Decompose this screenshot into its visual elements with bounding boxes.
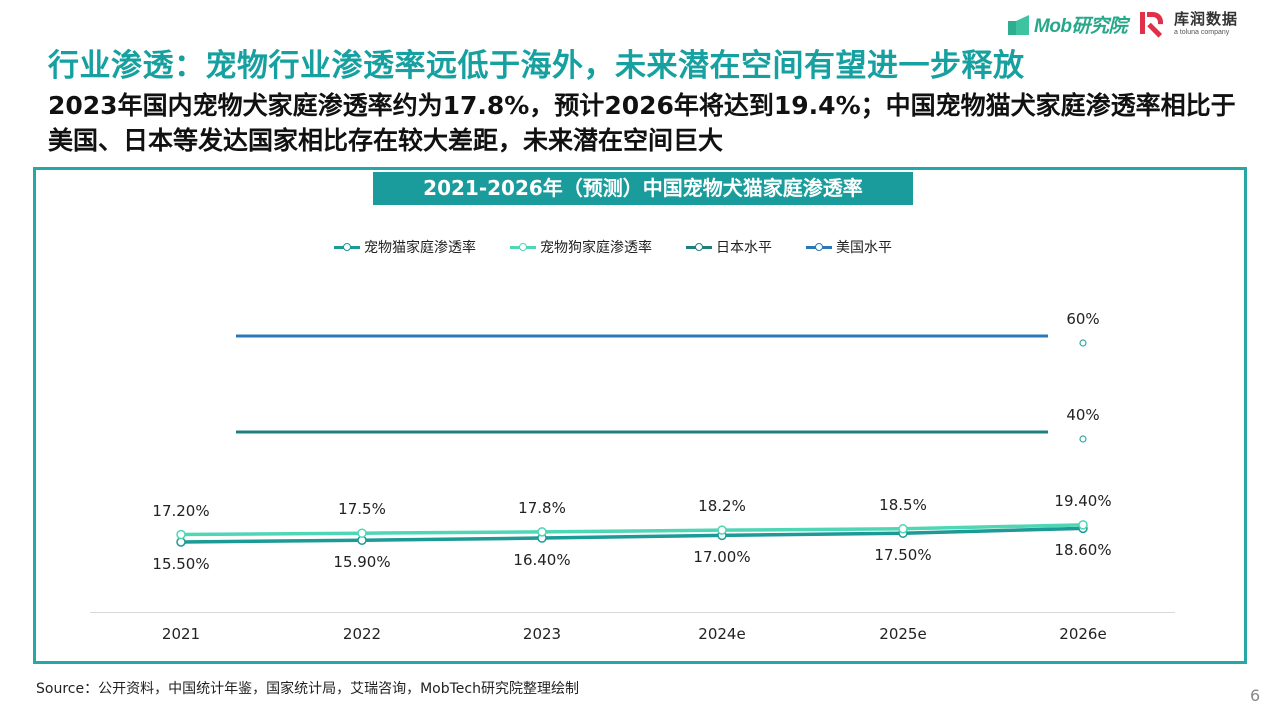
dog-value-label: 18.2%	[698, 497, 746, 516]
mob-logo-text: Mob研究院	[1034, 15, 1128, 37]
dog-value-label: 17.8%	[518, 498, 566, 517]
legend-label: 宠物狗家庭渗透率	[540, 240, 652, 256]
kr-logo-name: 库润数据	[1174, 10, 1239, 28]
dog-value-label: 19.40%	[1054, 491, 1112, 510]
cat-value-label: 15.50%	[152, 555, 210, 573]
usa-value-label: 60%	[1066, 310, 1100, 328]
legend-label: 宠物猫家庭渗透率	[364, 240, 476, 256]
page-title: 行业渗透：宠物行业渗透率远低于海外，未来潜在空间有望进一步释放	[48, 48, 1025, 84]
page-subtitle: 2023年国内宠物犬家庭渗透率约为17.8%，预计2026年将达到19.4%；中…	[48, 91, 1236, 155]
mob-logo: Mob研究院	[1008, 10, 1128, 38]
mob-building-icon	[1008, 13, 1030, 35]
logo-area: Mob研究院 库润数据 a toluna company	[1008, 8, 1270, 44]
cat-value-label: 18.60%	[1054, 541, 1112, 560]
x-tick-label: 2025e	[879, 625, 927, 643]
cat-value-label: 16.40%	[513, 551, 571, 570]
legend-item-usa[interactable]: 美国水平	[806, 237, 892, 257]
x-tick-label: 2024e	[698, 625, 746, 643]
legend-item-cat[interactable]: 宠物猫家庭渗透率	[334, 237, 476, 257]
dog-value-label: 17.20%	[152, 501, 210, 520]
kr-logo-sub: a toluna company	[1174, 29, 1230, 36]
japan-value-label: 40%	[1066, 406, 1100, 424]
legend-item-dog[interactable]: 宠物狗家庭渗透率	[510, 237, 652, 257]
source-note: Source：公开资料，中国统计年鉴，国家统计局，艾瑞咨询，MobTech研究院…	[36, 681, 579, 697]
dog-value-label: 18.5%	[879, 495, 927, 514]
legend-swatch-icon	[806, 242, 832, 252]
kr-mark-icon	[1140, 10, 1166, 38]
x-axis-line	[90, 612, 1175, 613]
x-tick-label: 2023	[522, 625, 562, 643]
chart-title: 2021-2026年（预测）中国宠物犬猫家庭渗透率	[373, 172, 913, 205]
kr-logo: 库润数据 a toluna company	[1140, 10, 1239, 38]
legend-item-japan[interactable]: 日本水平	[686, 237, 772, 257]
chart-legend: 宠物猫家庭渗透率 宠物狗家庭渗透率 日本水平 美国水平	[334, 236, 926, 258]
legend-swatch-icon	[334, 242, 360, 252]
page-number: 6	[1250, 686, 1261, 705]
cat-value-label: 17.50%	[874, 546, 932, 565]
legend-label: 日本水平	[716, 240, 772, 256]
x-tick-label: 2022	[342, 625, 382, 643]
cat-value-label: 15.90%	[333, 553, 391, 572]
x-tick-label: 2021	[161, 625, 201, 643]
chart-frame	[33, 167, 1247, 664]
legend-label: 美国水平	[836, 240, 892, 256]
x-tick-label: 2026e	[1059, 625, 1107, 643]
dog-value-label: 17.5%	[338, 500, 386, 519]
legend-swatch-icon	[510, 242, 536, 252]
legend-swatch-icon	[686, 242, 712, 252]
cat-value-label: 17.00%	[693, 548, 751, 567]
